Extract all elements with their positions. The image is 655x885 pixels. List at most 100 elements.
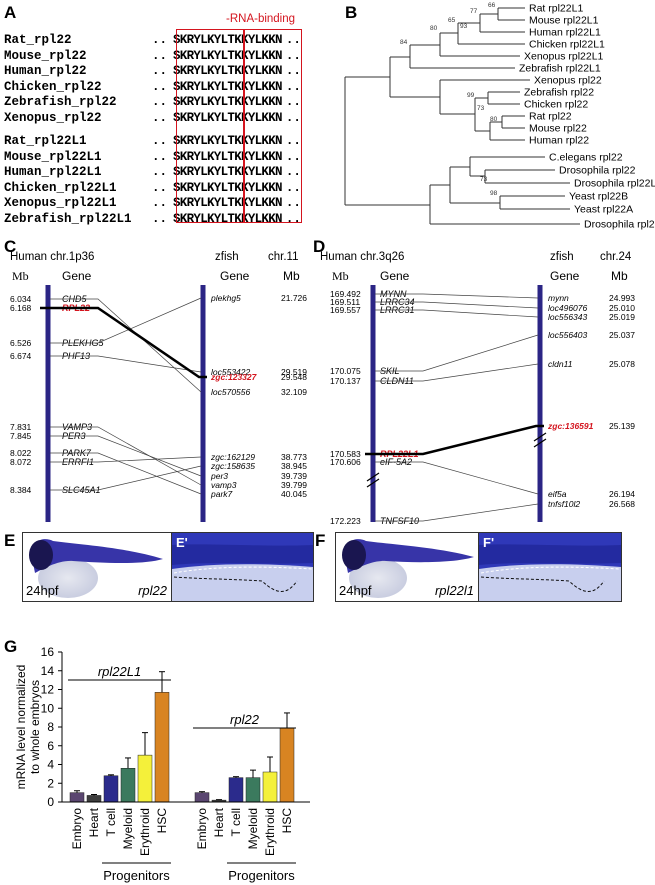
bootstrap-value: 65 — [448, 17, 456, 24]
y-tick-label: 14 — [41, 664, 55, 678]
y-tick-label: 4 — [47, 758, 54, 772]
gap-dots: .. — [285, 180, 301, 195]
ortholog-link — [375, 293, 539, 299]
human-gene-position: 8.022 — [10, 448, 32, 458]
zfish-gene-position: 25.078 — [609, 359, 635, 369]
gap-dots: .. — [152, 180, 168, 195]
tree-leaf-label: Zebrafish rpl22 — [524, 87, 594, 99]
alignment-row: Mouse_rpl22L1.. SKRYLKYLTKKYLKKN.. — [4, 150, 301, 164]
bar — [120, 768, 136, 803]
zfish-gene-header: Gene — [550, 269, 580, 283]
alignment-row: Zebrafish_rpl22.. SKRYLKYLTKKYLKKN.. — [4, 95, 301, 109]
zfish-gene-position: 25.037 — [609, 330, 635, 340]
break-mark — [533, 438, 547, 448]
zfish-gene-name: loc556403 — [548, 330, 588, 340]
ortholog-link — [50, 355, 202, 373]
bootstrap-value: 99 — [467, 92, 475, 99]
species-name: Zebrafish_rpl22L1 — [4, 211, 132, 226]
gap-dots: .. — [285, 165, 301, 179]
bar — [103, 775, 119, 803]
species-name: Rat_rpl22 — [4, 33, 72, 47]
tree-leaf-label: Chicken rpl22 — [524, 99, 588, 111]
zfish-mb-header: Mb — [283, 269, 300, 283]
group-label: rpl22 — [230, 712, 260, 727]
gap-dots: .. — [152, 134, 168, 148]
embryo-inset-rpl22l1: F' — [478, 532, 622, 602]
zfish-gene-name: loc570556 — [211, 387, 251, 397]
tree-leaf-label: Yeast rpl22A — [574, 204, 633, 216]
zfish-gene-position: 25.019 — [609, 312, 635, 322]
gap-dots: .. — [152, 110, 168, 125]
gap-dots: .. — [285, 134, 301, 148]
gap-dots: .. — [285, 110, 301, 125]
zfish-gene-position: 26.194 — [609, 489, 635, 499]
gap-dots: .. — [152, 79, 168, 94]
gap-dots: .. — [285, 196, 301, 210]
category-label: Embryo — [195, 808, 209, 850]
ortholog-link — [375, 334, 539, 372]
panel-label-b: B — [345, 3, 358, 22]
human-gene-position: 170.583 — [330, 449, 361, 459]
bootstrap-value: 98 — [490, 190, 498, 197]
alignment-row: Xenopus_rpl22.. SKRYLKYLTKKYLKKN.. — [4, 111, 301, 125]
y-axis-label: mRNA level normalizedto whole embryos — [14, 665, 42, 790]
zfish-gene-name: plekhg5 — [210, 293, 241, 303]
zfish-gene-position: 29.548 — [281, 372, 307, 382]
species-name: Zebrafish_rpl22 — [4, 95, 117, 109]
ortholog-link — [50, 452, 202, 495]
gap-dots: .. — [285, 95, 301, 109]
zfish-gene-position: 39.799 — [281, 480, 307, 490]
human-gene-position: 6.526 — [10, 338, 32, 348]
break-mark — [366, 472, 380, 482]
zfish-chr-title: chr.24 — [600, 251, 632, 263]
gap-dots: .. — [285, 64, 301, 78]
break-mark — [533, 432, 547, 442]
gap-dots: .. — [152, 196, 168, 210]
expression-bar-chart: 0 2 4 6 8 10 12 14 16 mRNA level normalizedto who… — [14, 645, 310, 883]
gap-dots: .. — [152, 33, 168, 47]
alignment-row: Rat_rpl22.. SKRYLKYLTKKYLKKN.. — [4, 33, 301, 47]
ortholog-link — [375, 301, 539, 309]
bootstrap-value: 84 — [400, 39, 408, 46]
human-gene-position: 169.511 — [330, 297, 360, 307]
zfish-gene-name: zgc:123327 — [210, 372, 258, 382]
zfish-gene-name: park7 — [210, 489, 233, 499]
gene-label: rpl22 — [138, 583, 167, 598]
category-label: T cell — [104, 808, 118, 836]
species-name: Mouse_rpl22L1 — [4, 149, 102, 164]
zfish-gene-position: 39.739 — [281, 471, 307, 481]
inset-label: E' — [176, 535, 188, 550]
human-gene-position: 170.137 — [330, 376, 361, 386]
y-tick-label: 6 — [47, 739, 54, 753]
zfish-gene-name: loc553422 — [211, 367, 251, 377]
tree-leaf-label: Mouse rpl22 — [529, 123, 587, 135]
y-tick-label: 16 — [41, 645, 55, 659]
bar — [69, 792, 85, 803]
sequence: SKRYLKYLTKKYLKKN — [173, 48, 283, 63]
ortholog-link — [375, 461, 539, 495]
category-label: Erythroid — [263, 808, 277, 856]
rna-binding-box-2 — [244, 29, 302, 223]
sequence: SKRYLKYLTKKYLKKN — [173, 95, 283, 109]
human-gene-position: 6.168 — [10, 303, 32, 313]
tree-leaf-label: Rat rpl22L1 — [529, 3, 583, 15]
category-label: HSC — [155, 808, 169, 834]
tree-leaf-label: Xenopus rpl22 — [534, 75, 602, 87]
zfish-gene-header: Gene — [220, 269, 250, 283]
human-chr-title: Human chr.1p36 — [10, 251, 94, 263]
zfish-gene-name: zgc:162129 — [210, 452, 255, 462]
y-tick-label: 0 — [47, 795, 54, 809]
human-gene-position: 6.674 — [10, 351, 32, 361]
category-label: HSC — [280, 808, 294, 834]
sequence: SKRYLKYLTKKYLKKN — [173, 33, 283, 47]
bootstrap-value: 73 — [477, 105, 485, 112]
sequence-alignment: Rat_rpl22.. SKRYLKYLTKKYLKKN.. Mouse_rpl22… — [4, 33, 304, 226]
zfish-gene-position: 21.726 — [281, 293, 307, 303]
alignment-row: Mouse_rpl22.. SKRYLKYLTKKYLKKN.. — [4, 49, 301, 63]
zfish-mb-header: Mb — [611, 269, 628, 283]
gap-dots: .. — [152, 48, 168, 63]
mb-header: Mb — [332, 269, 349, 283]
zfish-chr-title: chr.11 — [268, 251, 298, 263]
human-gene-position: 169.557 — [330, 305, 361, 315]
gap-dots: .. — [285, 33, 301, 47]
